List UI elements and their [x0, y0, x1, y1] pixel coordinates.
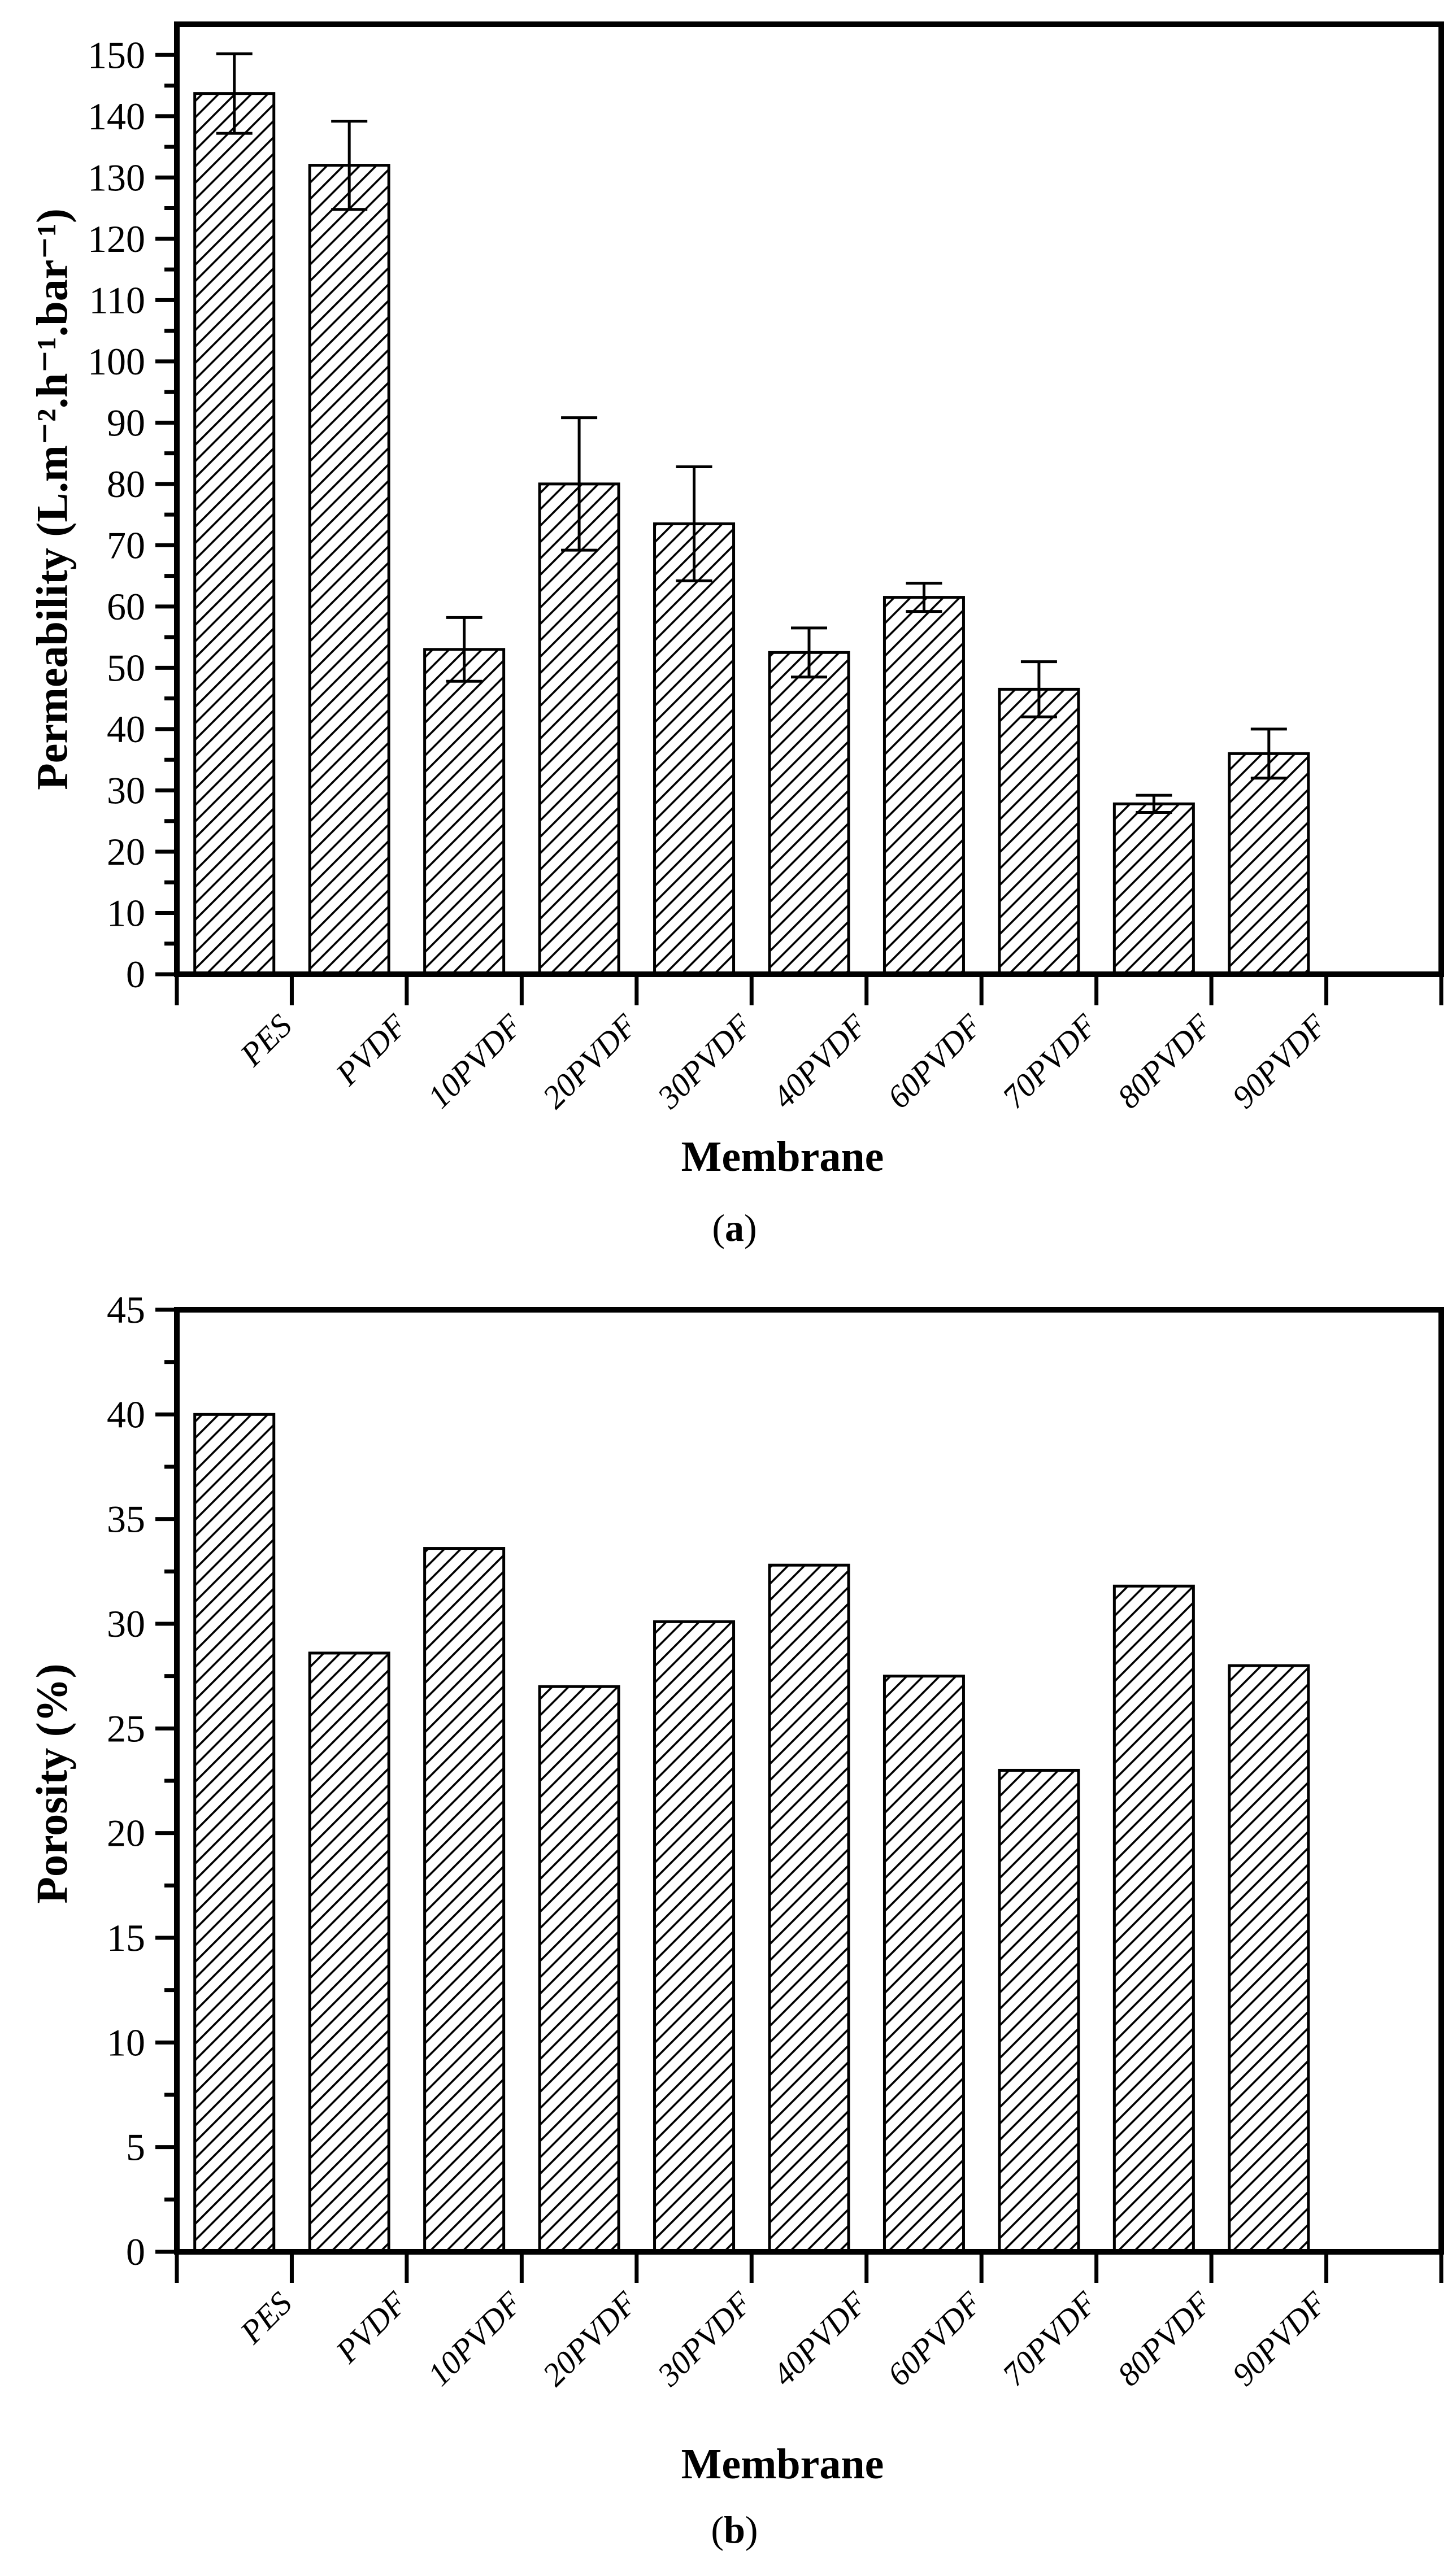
bar	[768, 651, 850, 976]
bar	[423, 1547, 506, 2254]
y-tick-label: 60	[107, 585, 145, 628]
bar	[882, 1675, 965, 2254]
y-tick-label: 0	[126, 953, 145, 996]
y-tick-label: 30	[107, 1602, 145, 1645]
y-tick-label: 45	[107, 1288, 145, 1331]
category-label: 30PVDF	[650, 2285, 759, 2394]
x-axis-title-membrane-a: Membrane	[681, 1133, 884, 1180]
caption-open-paren: (	[711, 2508, 724, 2551]
y-tick-label: 150	[88, 33, 145, 76]
y-tick-label: 40	[107, 708, 145, 751]
category-label: 30PVDF	[650, 1007, 759, 1116]
bar	[1112, 1584, 1195, 2254]
caption-close-paren: )	[745, 2508, 758, 2551]
category-label: PVDF	[328, 1007, 414, 1093]
category-label: 60PVDF	[880, 1007, 989, 1115]
panel-b: 0 5 10 15 20 25 30 35 40 45 PES PVDF 10PVDF 20PVDF 30P…	[0, 1288, 1452, 2576]
category-label: 40PVDF	[765, 1007, 873, 1115]
plot-box	[174, 21, 1444, 977]
category-label: 60PVDF	[880, 2285, 989, 2393]
y-tick-label: 10	[107, 891, 145, 934]
y-tick-label: 70	[107, 524, 145, 566]
bar	[538, 482, 620, 976]
category-label: 20PVDF	[536, 1007, 644, 1115]
bar	[998, 1768, 1080, 2254]
caption-open-paren: (	[712, 1206, 725, 1249]
y-tick-label: 20	[107, 1812, 145, 1855]
y-tick-label: 20	[107, 830, 145, 873]
bar	[193, 92, 276, 976]
y-tick-label: 130	[88, 156, 145, 199]
panel-caption-b: (b)	[711, 2508, 758, 2552]
bar	[308, 1651, 390, 2254]
category-label: 40PVDF	[765, 2285, 873, 2393]
caption-letter-a: a	[725, 1206, 744, 1249]
y-tick-label: 30	[107, 769, 145, 812]
y-tick-label: 40	[107, 1393, 145, 1436]
category-label: 90PVDF	[1225, 2285, 1333, 2393]
y-tick-label: 110	[89, 278, 145, 321]
x-axis-title-membrane-b: Membrane	[681, 2440, 884, 2488]
category-label: PVDF	[328, 2285, 414, 2370]
y-tick-label: 90	[107, 401, 145, 444]
category-label: PES	[233, 1007, 299, 1073]
bar	[1228, 1664, 1310, 2254]
y-tick-label: 15	[107, 1916, 145, 1959]
y-tick-label: 25	[107, 1707, 145, 1750]
category-label: 20PVDF	[536, 2285, 644, 2393]
category-label: 70PVDF	[995, 1007, 1103, 1115]
y-tick-label: 80	[107, 463, 145, 505]
y-axis-title-permeability: Permeability (L.m⁻².h⁻¹.bar⁻¹)	[27, 208, 77, 790]
plot-box	[174, 1307, 1444, 2255]
bar	[653, 1620, 736, 2254]
caption-letter-b: b	[724, 2508, 745, 2551]
y-tick-label: 35	[107, 1498, 145, 1541]
bar	[1112, 802, 1195, 976]
y-tick-label: 120	[88, 217, 145, 260]
caption-close-paren: )	[744, 1206, 757, 1249]
y-tick-label: 0	[126, 2230, 145, 2273]
bar	[308, 164, 390, 976]
bar	[423, 648, 506, 976]
plot-area-b: 0 5 10 15 20 25 30 35 40 45 PES PVDF 10PVDF 20PVDF 30P…	[107, 1288, 1444, 2394]
category-label: 10PVDF	[420, 2285, 529, 2393]
bar	[538, 1685, 620, 2254]
y-axis-title-porosity: Porosity (%)	[27, 1663, 76, 1904]
bar	[882, 596, 965, 976]
category-label: 80PVDF	[1110, 1007, 1219, 1115]
panel-caption-a: (a)	[712, 1206, 757, 1250]
y-tick-label: 50	[107, 646, 145, 689]
panel-a: 0 10 20 30 40 50 60 70 80 90 100 110 120 130 140 150 PES…	[27, 21, 1444, 1250]
bar	[1228, 752, 1310, 976]
bar	[768, 1563, 850, 2254]
y-tick-label: 10	[107, 2021, 145, 2064]
y-tick-label: 5	[126, 2126, 145, 2169]
category-label: 10PVDF	[420, 1007, 529, 1115]
bar	[653, 522, 736, 976]
category-label: 90PVDF	[1225, 1007, 1333, 1115]
y-tick-label: 140	[88, 95, 145, 138]
category-label: 80PVDF	[1110, 2285, 1219, 2393]
bar	[998, 687, 1080, 976]
category-label: PES	[233, 2285, 299, 2351]
bar	[193, 1413, 276, 2254]
plot-area-a: 0 10 20 30 40 50 60 70 80 90 100 110 120 130 140 150 PES…	[88, 21, 1444, 1116]
y-tick-label: 100	[88, 340, 145, 383]
category-label: 70PVDF	[995, 2285, 1103, 2393]
